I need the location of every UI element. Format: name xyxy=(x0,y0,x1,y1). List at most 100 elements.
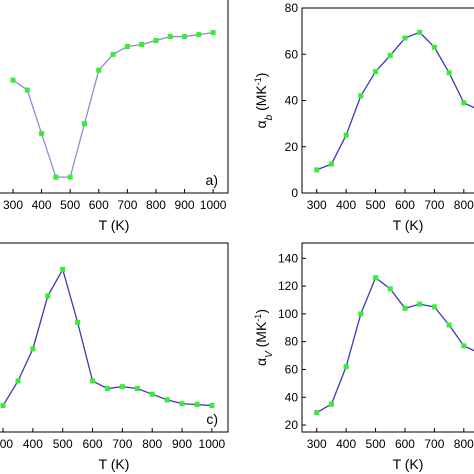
data-marker xyxy=(373,69,379,75)
y-tick-label: 40 xyxy=(285,94,299,108)
x-tick-label: 800 xyxy=(454,437,474,451)
data-marker xyxy=(446,322,452,328)
x-tick-label: 300 xyxy=(307,198,327,212)
y-tick-label: 0 xyxy=(291,186,298,200)
x-tick-label: 400 xyxy=(336,437,356,451)
x-tick-label: 600 xyxy=(89,198,109,212)
y-axis-label-part: V xyxy=(264,350,275,358)
data-marker xyxy=(104,386,110,392)
data-marker xyxy=(314,167,320,173)
plot-frame xyxy=(301,242,474,433)
data-marker xyxy=(30,346,36,352)
x-tick-label: 800 xyxy=(146,198,166,212)
x-tick-label: 500 xyxy=(60,198,80,212)
x-tick-label: 300 xyxy=(0,437,13,451)
y-axis-label-part: ) xyxy=(253,309,269,314)
y-tick-label: 20 xyxy=(285,418,299,432)
y-axis-label-part: (MK xyxy=(253,85,269,115)
y-axis-label: αV (MK-1) xyxy=(253,309,275,366)
y-axis-label-part: (MK xyxy=(253,321,269,351)
y-axis-label-part: -1 xyxy=(253,77,263,85)
x-tick-label: 800 xyxy=(454,198,474,212)
x-axis-label: T (K) xyxy=(99,456,130,472)
x-tick-label: 300 xyxy=(3,198,23,212)
data-marker xyxy=(24,87,30,93)
data-marker xyxy=(446,70,452,76)
data-marker xyxy=(373,275,379,281)
x-axis-label: T (K) xyxy=(393,217,424,233)
data-marker xyxy=(328,401,334,407)
data-marker xyxy=(81,121,87,127)
data-marker xyxy=(387,52,393,58)
x-tick-label: 700 xyxy=(112,437,132,451)
plot-frame xyxy=(0,0,229,194)
data-marker xyxy=(124,43,130,49)
y-axis-label-part: -1 xyxy=(253,314,263,322)
y-tick-label: 100 xyxy=(278,307,298,321)
data-marker xyxy=(119,384,125,390)
data-marker xyxy=(96,67,102,73)
x-axis-label: T (K) xyxy=(99,217,130,233)
y-axis-label-part: ) xyxy=(253,73,269,78)
data-marker xyxy=(149,391,155,397)
x-tick-label: 500 xyxy=(53,437,73,451)
x-tick-label: 400 xyxy=(336,198,356,212)
data-marker xyxy=(182,34,188,40)
x-tick-label: 700 xyxy=(117,198,137,212)
y-tick-label: 60 xyxy=(285,47,299,61)
data-marker xyxy=(45,293,51,299)
data-marker xyxy=(139,42,145,47)
data-marker xyxy=(164,397,170,403)
data-marker xyxy=(417,301,423,307)
x-tick-label: 600 xyxy=(395,437,415,451)
x-tick-label: 700 xyxy=(424,437,444,451)
data-marker xyxy=(209,403,215,409)
data-marker xyxy=(110,51,116,57)
x-tick-label: 700 xyxy=(424,198,444,212)
data-marker xyxy=(196,32,202,38)
x-tick-label: 800 xyxy=(142,437,162,451)
y-tick-label: 40 xyxy=(285,390,299,404)
x-tick-label: 500 xyxy=(366,437,386,451)
data-marker xyxy=(153,38,159,44)
x-tick-label: 400 xyxy=(32,198,52,212)
data-marker xyxy=(53,174,59,180)
data-marker xyxy=(343,132,349,138)
data-marker xyxy=(402,305,408,311)
x-tick-label: 1000 xyxy=(200,198,227,212)
data-marker xyxy=(90,378,96,384)
data-marker xyxy=(60,266,66,272)
data-marker xyxy=(39,131,45,137)
data-marker xyxy=(417,29,423,35)
data-marker xyxy=(461,343,467,349)
x-tick-label: 500 xyxy=(366,198,386,212)
data-line xyxy=(2,267,212,407)
data-marker xyxy=(314,410,320,416)
data-marker xyxy=(431,44,437,50)
data-marker xyxy=(67,174,73,180)
x-tick-label: 900 xyxy=(172,437,192,451)
data-marker xyxy=(194,402,200,408)
x-tick-label: 900 xyxy=(175,198,195,212)
data-marker xyxy=(343,364,349,370)
panel-label: a) xyxy=(206,172,218,188)
data-marker xyxy=(179,401,185,407)
y-axis-label-part: α xyxy=(253,358,269,366)
data-marker xyxy=(167,34,173,40)
x-tick-label: 1000 xyxy=(199,437,226,451)
y-axis-label-part: b xyxy=(264,114,275,120)
data-line xyxy=(316,31,474,171)
data-marker xyxy=(387,286,393,292)
data-line xyxy=(316,276,474,414)
x-tick-label: 600 xyxy=(83,437,103,451)
y-tick-label: 20 xyxy=(285,140,299,154)
x-axis-label: T (K) xyxy=(393,456,424,472)
data-marker xyxy=(75,319,81,325)
y-axis-label: αb (MK-1) xyxy=(253,73,275,129)
data-marker xyxy=(328,161,334,167)
data-marker xyxy=(461,100,467,106)
x-tick-label: 400 xyxy=(23,437,43,451)
panel-label: c) xyxy=(206,411,218,427)
plot-frame xyxy=(0,242,229,433)
